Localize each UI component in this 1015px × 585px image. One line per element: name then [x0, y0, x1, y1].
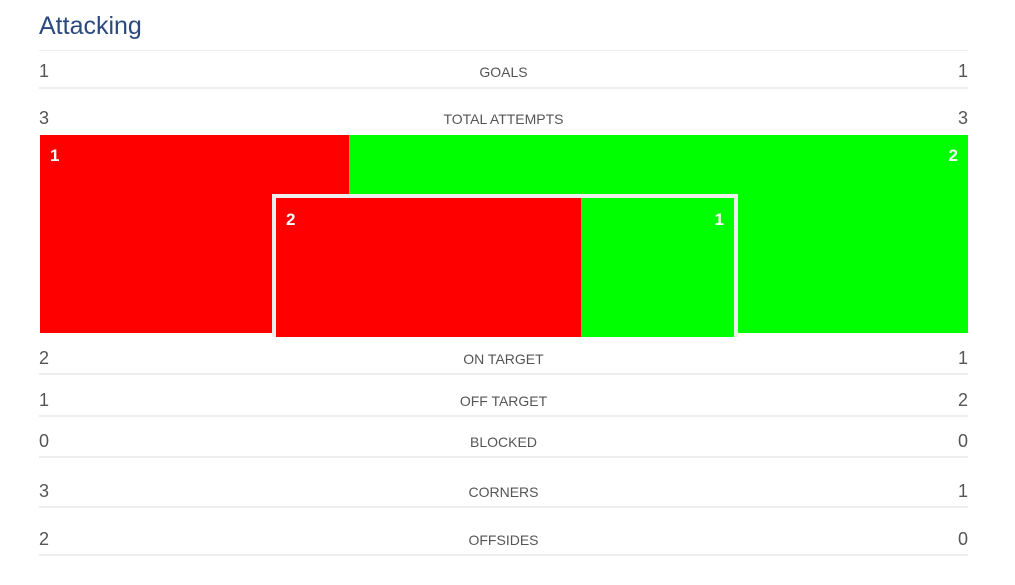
- away-value: 1: [957, 481, 968, 501]
- home-value: 2: [39, 348, 50, 368]
- on-target-home-bar: [276, 198, 582, 337]
- home-value: 3: [39, 108, 50, 128]
- off-target-home-count: 1: [50, 146, 60, 165]
- away-value: 0: [957, 431, 968, 451]
- on-target-away-bar: [581, 198, 734, 337]
- stat-row-goals: 1 GOALS 1: [39, 61, 968, 89]
- stat-row-corners: 3 CORNERS 1: [39, 481, 968, 508]
- on-target-home-count: 2: [286, 210, 296, 229]
- home-value: 3: [39, 481, 50, 501]
- home-value: 2: [39, 529, 50, 549]
- stat-label: GOALS: [479, 64, 528, 80]
- home-value: 1: [39, 390, 50, 410]
- stat-label: OFFSIDES: [468, 532, 539, 548]
- stat-row-on-target: 2 ON TARGET 1: [39, 348, 968, 375]
- divider: [39, 50, 968, 51]
- on-target-away-count: 1: [714, 210, 724, 229]
- stat-label: ON TARGET: [463, 351, 544, 367]
- away-value: 2: [957, 390, 968, 410]
- off-target-away-count: 2: [948, 146, 958, 165]
- stat-label: TOTAL ATTEMPTS: [443, 111, 564, 127]
- stat-label: OFF TARGET: [459, 393, 548, 409]
- stat-row-offsides: 2 OFFSIDES 0: [39, 529, 968, 556]
- away-value: 0: [957, 529, 968, 549]
- away-value: 1: [957, 61, 968, 81]
- away-value: 3: [957, 108, 968, 128]
- stat-row-total-attempts: 3 TOTAL ATTEMPTS 3: [39, 108, 968, 134]
- home-value: 0: [39, 431, 50, 451]
- stat-row-blocked: 0 BLOCKED 0: [39, 431, 968, 458]
- attempts-graphic: 1 2 2 1: [40, 135, 968, 337]
- away-value: 1: [957, 348, 968, 368]
- stat-row-off-target: 1 OFF TARGET 2: [39, 390, 968, 417]
- goal-frame: 2 1: [272, 194, 738, 337]
- home-value: 1: [39, 61, 50, 81]
- stat-label: BLOCKED: [470, 434, 537, 450]
- stat-label: CORNERS: [468, 484, 539, 500]
- section-title: Attacking: [39, 12, 142, 40]
